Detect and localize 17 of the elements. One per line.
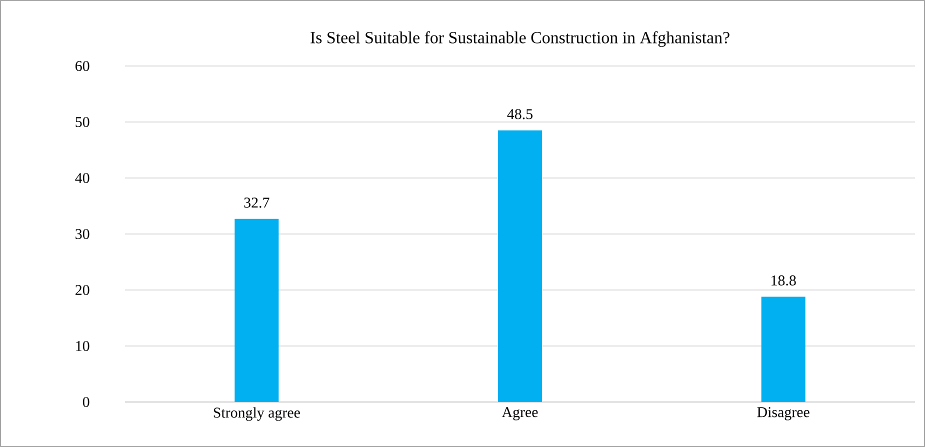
y-tick-label: 20	[76, 284, 90, 296]
x-tick-label: Agree	[502, 407, 538, 420]
y-tick-label: 0	[82, 396, 90, 408]
data-label: 48.5	[507, 109, 532, 120]
bar	[498, 130, 542, 402]
y-tick-label: 50	[76, 116, 90, 128]
bar	[761, 296, 806, 402]
y-tick-label: 60	[76, 60, 90, 72]
y-tick-label: 30	[76, 228, 90, 240]
x-tick-label: Disagree	[757, 407, 810, 420]
data-label: 18.8	[772, 275, 796, 286]
y-tick-label: 10	[76, 340, 90, 352]
chart-title: Is Steel Suitable for Sustainable Construction in Afghanistan?	[310, 31, 730, 47]
x-tick-label: Strongly agree	[214, 407, 300, 421]
data-label: 32.7	[244, 198, 270, 208]
y-tick-label: 40	[75, 172, 90, 184]
bar	[234, 218, 279, 402]
